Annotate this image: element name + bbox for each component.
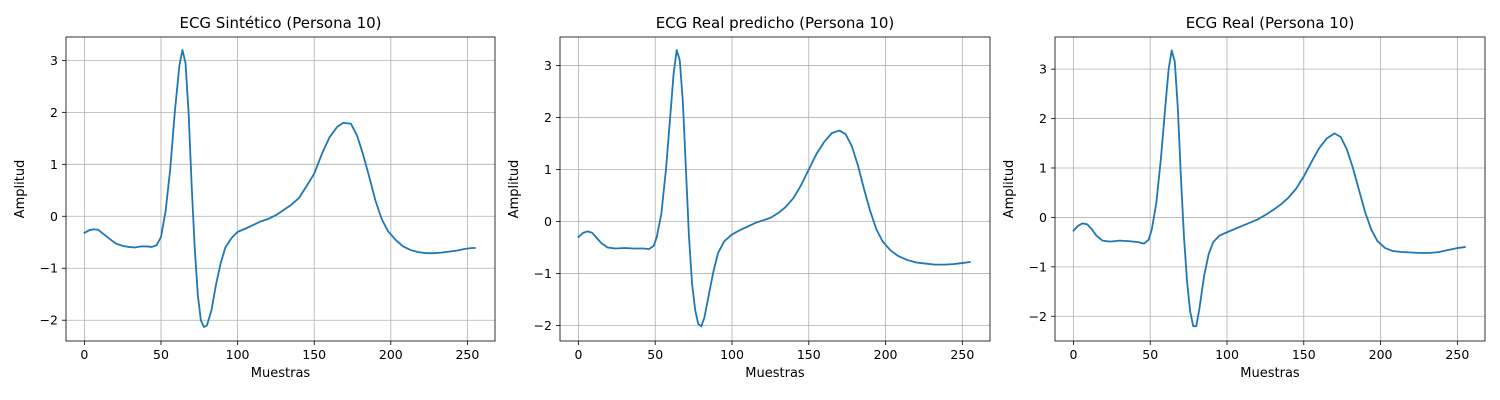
- y-axis-label: Amplitud: [507, 160, 522, 219]
- chart-panel-predicted: ECG Real predicho (Persona 10) Muestras …: [507, 14, 991, 381]
- ecg-series-line: [577, 49, 971, 328]
- y-tick-label: −1: [40, 261, 58, 276]
- y-tick-label: −1: [1029, 259, 1047, 274]
- y-tick-label: 3: [1039, 62, 1047, 77]
- x-tick-label: 50: [647, 347, 663, 362]
- chart-title: ECG Real (Persona 10): [1186, 14, 1355, 32]
- x-tick-label: 200: [874, 347, 898, 362]
- y-axis-label: Amplitud: [13, 160, 28, 219]
- x-tick-label: 0: [1069, 347, 1077, 362]
- x-tick-label: 250: [1445, 347, 1469, 362]
- y-tick-label: −2: [40, 313, 58, 328]
- x-tick-label: 150: [1292, 347, 1316, 362]
- y-tick-label: 2: [1039, 111, 1047, 126]
- plot-frame: [65, 36, 496, 342]
- axis-ticks: 0 50 100 150 200 250 −2 −1 0 1 2 3: [40, 53, 480, 362]
- y-tick-label: −2: [534, 318, 552, 333]
- x-tick-label: 200: [379, 347, 403, 362]
- x-tick-label: 150: [302, 347, 326, 362]
- ecg-series-line: [83, 49, 476, 328]
- chart-panel-real: ECG Real (Persona 10) Muestras Amplitud …: [1002, 14, 1486, 381]
- y-tick-label: 0: [50, 209, 58, 224]
- grid: [560, 37, 990, 341]
- x-tick-label: 250: [950, 347, 974, 362]
- x-tick-label: 100: [720, 347, 744, 362]
- ecg-series-line: [1072, 49, 1466, 328]
- axis-ticks: 0 50 100 150 200 250 −2 −1 0 1 2 3: [1029, 62, 1470, 362]
- x-tick-label: 0: [574, 347, 582, 362]
- y-tick-label: 3: [544, 58, 552, 73]
- grid: [66, 37, 495, 341]
- y-tick-label: 2: [50, 105, 58, 120]
- chart-panel-synthetic: ECG Sintético (Persona 10) Muestras Ampl…: [13, 14, 496, 381]
- y-tick-label: 1: [1039, 160, 1047, 175]
- grid: [1055, 37, 1485, 341]
- x-tick-label: 250: [455, 347, 479, 362]
- y-tick-label: 2: [544, 110, 552, 125]
- y-axis-label: Amplitud: [1002, 160, 1017, 219]
- chart-title: ECG Real predicho (Persona 10): [656, 14, 895, 32]
- y-tick-label: 0: [1039, 210, 1047, 225]
- x-axis-label: Muestras: [1240, 366, 1300, 381]
- plot-frame: [559, 36, 991, 342]
- plot-frame: [1054, 36, 1486, 342]
- axis-ticks: 0 50 100 150 200 250 −2 −1 0 1 2 3: [534, 58, 975, 362]
- y-tick-label: 3: [50, 53, 58, 68]
- y-tick-label: 1: [50, 157, 58, 172]
- x-axis-label: Muestras: [745, 366, 805, 381]
- x-tick-label: 150: [797, 347, 821, 362]
- y-tick-label: 0: [544, 214, 552, 229]
- x-tick-label: 50: [1142, 347, 1158, 362]
- x-tick-label: 200: [1369, 347, 1393, 362]
- y-tick-label: −2: [1029, 309, 1047, 324]
- x-tick-label: 100: [226, 347, 250, 362]
- x-tick-label: 100: [1215, 347, 1239, 362]
- x-tick-label: 50: [153, 347, 169, 362]
- chart-title: ECG Sintético (Persona 10): [179, 14, 381, 32]
- y-tick-label: 1: [544, 162, 552, 177]
- y-tick-label: −1: [534, 266, 552, 281]
- x-axis-label: Muestras: [251, 366, 311, 381]
- x-tick-label: 0: [80, 347, 88, 362]
